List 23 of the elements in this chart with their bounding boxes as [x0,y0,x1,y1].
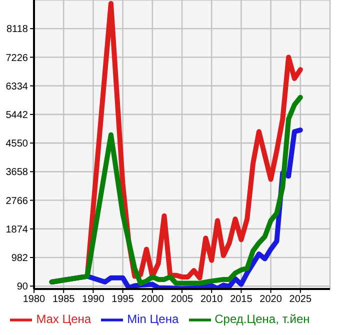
x-tick-label: 2025 [289,294,312,306]
legend-label: Сред.Цена, т.йен [214,312,310,326]
x-tick-label: 2000 [141,294,164,306]
y-tick-label: 5442 [6,110,28,121]
legend-label: Min Цена [127,312,179,326]
x-tick-label: 2005 [170,294,194,306]
y-tick-label: 982 [11,253,28,264]
x-tick-label: 2015 [230,294,253,306]
y-tick-label: 1874 [6,224,28,236]
x-tick-label: 2010 [200,294,224,306]
x-tick-label: 1985 [52,294,76,306]
y-tick-label: 3658 [6,167,28,178]
x-tick-label: 1980 [22,294,46,306]
x-tick-label: 2020 [260,294,282,306]
y-tick-label: 4550 [6,138,28,150]
y-tick-label: 8118 [6,24,28,36]
y-tick-label: 7226 [6,52,28,64]
y-tick-label: 90 [16,282,28,293]
x-tick-label: 1995 [112,294,134,306]
y-tick-label: 2766 [6,196,28,207]
x-tick-label: 1990 [82,294,105,306]
y-tick-label: 6334 [6,81,28,92]
legend-label: Max Цена [36,312,92,326]
